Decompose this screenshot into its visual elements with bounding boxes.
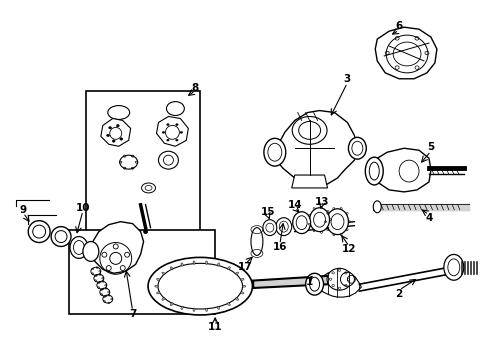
Text: 7: 7 [129,309,136,319]
Polygon shape [321,269,361,297]
Bar [69,230,215,314]
Ellipse shape [108,105,130,120]
Text: 13: 13 [314,197,329,207]
Polygon shape [101,118,131,146]
Ellipse shape [162,272,165,275]
Ellipse shape [100,288,110,296]
Ellipse shape [175,123,178,126]
Text: 4: 4 [425,213,433,223]
Text: 5: 5 [427,142,435,152]
Ellipse shape [227,267,230,270]
Polygon shape [292,175,327,188]
Ellipse shape [444,255,464,280]
Ellipse shape [310,208,329,231]
Text: 11: 11 [208,322,222,332]
Text: 9: 9 [20,205,27,215]
Polygon shape [255,277,335,286]
Ellipse shape [227,303,230,306]
Ellipse shape [106,266,111,270]
Text: 10: 10 [75,203,90,213]
Text: 16: 16 [272,243,287,252]
Ellipse shape [263,220,277,235]
Ellipse shape [113,244,118,249]
Ellipse shape [142,183,155,193]
Ellipse shape [158,264,243,309]
Ellipse shape [148,257,252,315]
Ellipse shape [167,139,169,141]
Ellipse shape [83,242,99,261]
Ellipse shape [181,306,183,310]
Ellipse shape [205,308,207,311]
Ellipse shape [155,285,158,287]
Ellipse shape [170,267,173,270]
Text: 17: 17 [238,262,252,272]
Ellipse shape [144,230,147,234]
Ellipse shape [157,278,160,280]
Ellipse shape [162,298,165,300]
Polygon shape [275,111,357,186]
Ellipse shape [70,237,88,258]
Text: 6: 6 [395,21,403,31]
Ellipse shape [170,303,173,306]
Ellipse shape [158,151,178,169]
Ellipse shape [97,281,107,289]
Ellipse shape [102,252,107,257]
Ellipse shape [175,139,178,141]
Ellipse shape [193,308,195,311]
Ellipse shape [348,137,367,159]
Ellipse shape [28,221,50,243]
Ellipse shape [276,218,292,235]
Ellipse shape [326,209,348,235]
Ellipse shape [120,138,123,140]
Ellipse shape [327,268,352,290]
Ellipse shape [251,228,263,255]
Ellipse shape [241,278,244,280]
Ellipse shape [293,212,311,234]
Ellipse shape [116,125,119,127]
Ellipse shape [124,252,129,257]
Text: 2: 2 [395,289,403,299]
Ellipse shape [103,295,113,303]
Ellipse shape [109,126,112,129]
Ellipse shape [242,285,246,287]
Ellipse shape [217,263,220,266]
Ellipse shape [373,201,381,213]
Ellipse shape [241,292,244,294]
Text: 15: 15 [261,207,275,217]
Ellipse shape [217,306,220,310]
Text: 12: 12 [342,244,357,255]
Polygon shape [156,117,188,146]
Ellipse shape [341,272,354,286]
Ellipse shape [91,267,101,275]
Polygon shape [372,148,431,192]
Ellipse shape [236,272,239,275]
Ellipse shape [193,261,195,264]
Polygon shape [375,27,437,79]
Ellipse shape [264,138,286,166]
Ellipse shape [181,263,183,266]
Text: 14: 14 [288,200,302,210]
Ellipse shape [366,157,383,185]
Ellipse shape [167,123,169,126]
Polygon shape [91,222,144,273]
Ellipse shape [157,292,160,294]
Ellipse shape [106,134,110,137]
Ellipse shape [306,273,323,295]
Ellipse shape [94,274,104,282]
Bar [86,91,200,238]
Text: 8: 8 [192,83,199,93]
Ellipse shape [51,227,71,247]
Ellipse shape [120,266,125,270]
Ellipse shape [120,155,138,169]
Ellipse shape [205,261,207,264]
Ellipse shape [112,140,115,142]
Text: 1: 1 [306,277,313,287]
Ellipse shape [162,131,165,133]
Ellipse shape [167,102,184,116]
Text: 3: 3 [344,74,351,84]
Ellipse shape [236,298,239,300]
Ellipse shape [180,131,183,133]
